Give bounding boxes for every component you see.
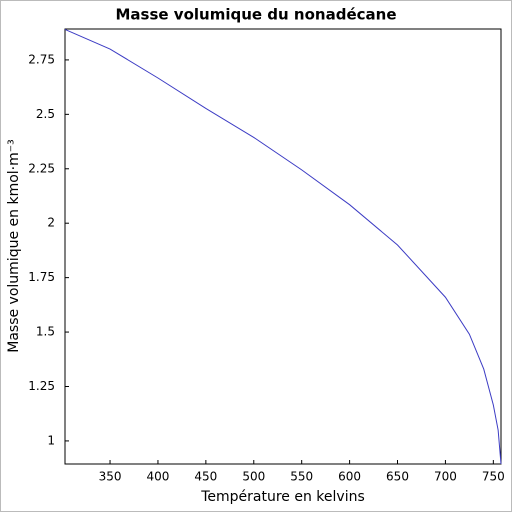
x-tick-label: 450 xyxy=(194,470,217,484)
y-tick-label: 2.5 xyxy=(36,107,55,121)
y-tick-label: 2 xyxy=(47,216,55,230)
data-line xyxy=(64,28,502,465)
x-tick-label: 500 xyxy=(242,470,265,484)
x-tick-label: 350 xyxy=(99,470,122,484)
chart-title: Masse volumique du nonadécane xyxy=(116,6,397,24)
plot-frame xyxy=(64,28,502,465)
y-tick-label: 2.25 xyxy=(28,161,55,175)
x-tick-label: 650 xyxy=(386,470,409,484)
y-tick-label: 1.5 xyxy=(36,325,55,339)
y-tick-label: 1 xyxy=(47,433,55,447)
x-axis-label: Température en kelvins xyxy=(200,489,365,505)
y-tick-label: 2.75 xyxy=(28,52,55,66)
x-tick-label: 400 xyxy=(146,470,169,484)
y-tick-label: 1.75 xyxy=(28,270,55,284)
x-tick-label: 750 xyxy=(482,470,505,484)
x-tick-label: 550 xyxy=(290,470,313,484)
y-tick-label: 1.25 xyxy=(28,379,55,393)
y-axis-label: Masse volumique en kmol·m⁻³ xyxy=(6,139,22,353)
x-tick-label: 700 xyxy=(434,470,457,484)
x-tick-label: 600 xyxy=(338,470,361,484)
